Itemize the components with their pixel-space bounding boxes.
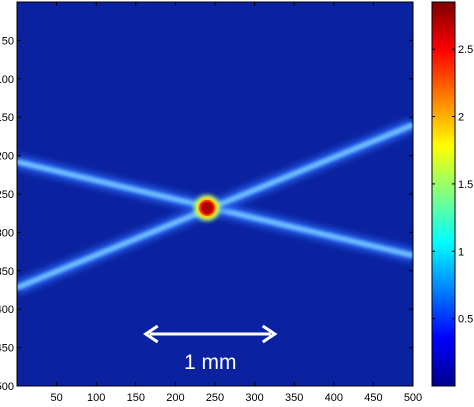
scale-bar-arrow-right-head (261, 324, 278, 344)
colorbar-ticks: 0.5 1 1.5 2 2.5 (432, 44, 473, 326)
y-tick-label: 150 (0, 112, 14, 124)
plot-background (17, 2, 413, 386)
x-tick-label: 500 (404, 392, 422, 404)
y-tick-label: 450 (0, 343, 14, 355)
scale-bar-arrow-left-head (143, 324, 159, 344)
y-axis: 50 100 150 200 250 300 350 400 450 500 (0, 35, 413, 393)
y-tick-label: 500 (0, 381, 14, 393)
colorbar-tick-label: 2.5 (458, 44, 473, 56)
colorbar-tick-label: 0.5 (458, 314, 473, 326)
y-tick-label: 50 (2, 35, 14, 47)
x-tick-label: 150 (127, 392, 145, 404)
y-tick-label: 100 (0, 74, 14, 86)
colorbar-tick-label: 1 (458, 246, 464, 258)
x-tick-label: 250 (206, 392, 224, 404)
x-axis: 50 100 150 200 250 300 350 400 450 500 (50, 2, 422, 404)
x-tick-label: 50 (50, 392, 62, 404)
scale-bar: 1 mm (143, 324, 278, 374)
x-tick-label: 100 (87, 392, 105, 404)
x-tick-label: 400 (325, 392, 343, 404)
y-tick-label: 200 (0, 151, 14, 163)
y-tick-label: 250 (0, 189, 14, 201)
colorbar-tick-label: 2 (458, 112, 464, 124)
colorbar (431, 1, 456, 387)
heatmap-features (17, 118, 413, 295)
colorbar-tick-label: 1.5 (458, 179, 473, 191)
central-peak-spot (194, 194, 221, 221)
y-tick-label: 400 (0, 304, 14, 316)
y-tick-label: 300 (0, 227, 14, 239)
x-tick-label: 450 (364, 392, 382, 404)
x-tick-label: 350 (285, 392, 303, 404)
x-tick-label: 200 (166, 392, 184, 404)
x-tick-label: 300 (245, 392, 263, 404)
scale-bar-label: 1 mm (184, 351, 237, 374)
y-tick-label: 350 (0, 266, 14, 278)
